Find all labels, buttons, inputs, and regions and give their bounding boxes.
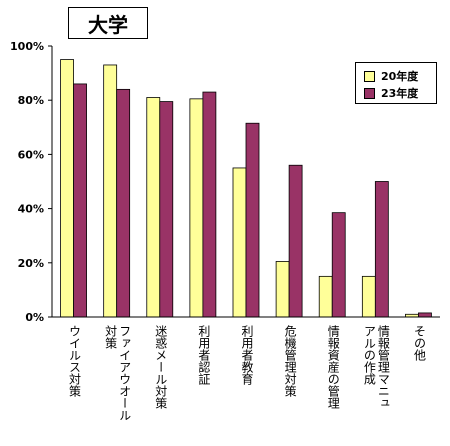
bar-20 [60,59,74,318]
y-tick-label: 40% [18,203,44,216]
bar-20 [103,64,118,318]
legend-swatch-23 [364,87,375,99]
x-tick-label: 利用者認証 [196,325,211,385]
y-tick-label: 0% [25,311,44,324]
bar-23 [374,181,389,318]
bar-23 [331,212,346,318]
bar-20 [232,167,247,318]
bar-23 [418,312,432,318]
bar-23 [116,88,131,318]
x-tick-label: 対策 [103,325,118,349]
legend-label-20: 20年度 [381,70,419,83]
x-tick-label: 迷惑メール対策 [153,325,168,409]
y-axis: 0% 20% 40% 60% 80% 100% [10,40,52,324]
bar-20 [361,275,376,318]
x-tick-label: 危機管理対策 [283,325,298,397]
bar-20 [146,97,161,318]
bar-23 [73,83,87,318]
bar-23 [159,101,174,318]
x-tick-label: ウイルス対策 [67,325,82,397]
bar-23 [202,91,217,318]
bar-23 [245,122,260,318]
y-tick-label: 60% [18,148,44,161]
chart-title: 大学 [68,7,148,39]
x-tick-label: 利用者教育 [240,325,254,385]
bar-23 [288,164,303,318]
x-tick-label: 情報資産の管理 [326,325,341,409]
x-tick-label: ファイアウオール [117,325,132,421]
bars [60,59,432,318]
axis-lines [51,46,440,318]
y-tick-label: 80% [18,94,44,107]
legend-item-23: 23年度 [364,85,418,101]
y-tick-label: 20% [18,257,44,270]
x-tick-label: 情報管理マニュ [376,325,391,409]
legend: 20年度 23年度 [355,62,437,104]
legend-swatch-20 [364,70,375,82]
x-tick-label: アルの作成 [362,325,377,385]
legend-label-23: 23年度 [381,87,419,100]
x-tick-label: その他 [412,325,427,361]
bar-20 [275,261,290,318]
legend-item-20: 20年度 [364,68,418,84]
bar-20 [318,275,333,318]
bar-20 [189,98,204,318]
y-tick-label: 100% [10,40,44,53]
